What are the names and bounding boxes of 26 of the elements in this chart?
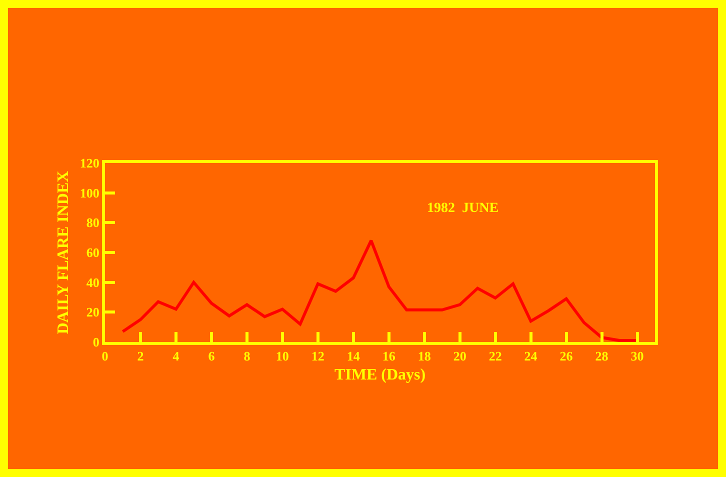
- y-tick-label: 80: [86, 215, 100, 230]
- x-tick-label: 20: [453, 348, 466, 364]
- x-tick-label: 6: [208, 348, 216, 364]
- x-tick-label: 28: [595, 348, 609, 364]
- x-tick-label: 2: [137, 348, 144, 364]
- x-axis-title: TIME (Days): [334, 366, 426, 384]
- y-axis-title: DAILY FLARE INDEX: [54, 170, 72, 334]
- line-series: [121, 239, 639, 342]
- y-tick-label: 120: [80, 156, 100, 171]
- x-tick-label: 12: [311, 348, 324, 364]
- x-tick-label: 10: [276, 348, 289, 364]
- x-tick-label: 8: [244, 348, 251, 364]
- y-tick-label: 0: [92, 334, 100, 350]
- x-tick-label: 22: [488, 348, 502, 364]
- annotation: 1982 JUNE: [427, 201, 499, 216]
- x-tick-label: 4: [172, 348, 180, 364]
- x-tick-label: 18: [418, 348, 432, 364]
- x-tick-label: 26: [560, 348, 574, 364]
- x-tick-label: 16: [382, 348, 396, 364]
- x-tick-label: 24: [524, 348, 538, 364]
- x-tick-label: 14: [346, 348, 360, 364]
- y-tick-label: 100: [80, 185, 100, 200]
- y-tick-label: 60: [86, 245, 100, 260]
- x-tick-label: 30: [630, 348, 644, 364]
- y-tick-label: 40: [86, 274, 100, 290]
- y-tick-label: 20: [86, 304, 100, 320]
